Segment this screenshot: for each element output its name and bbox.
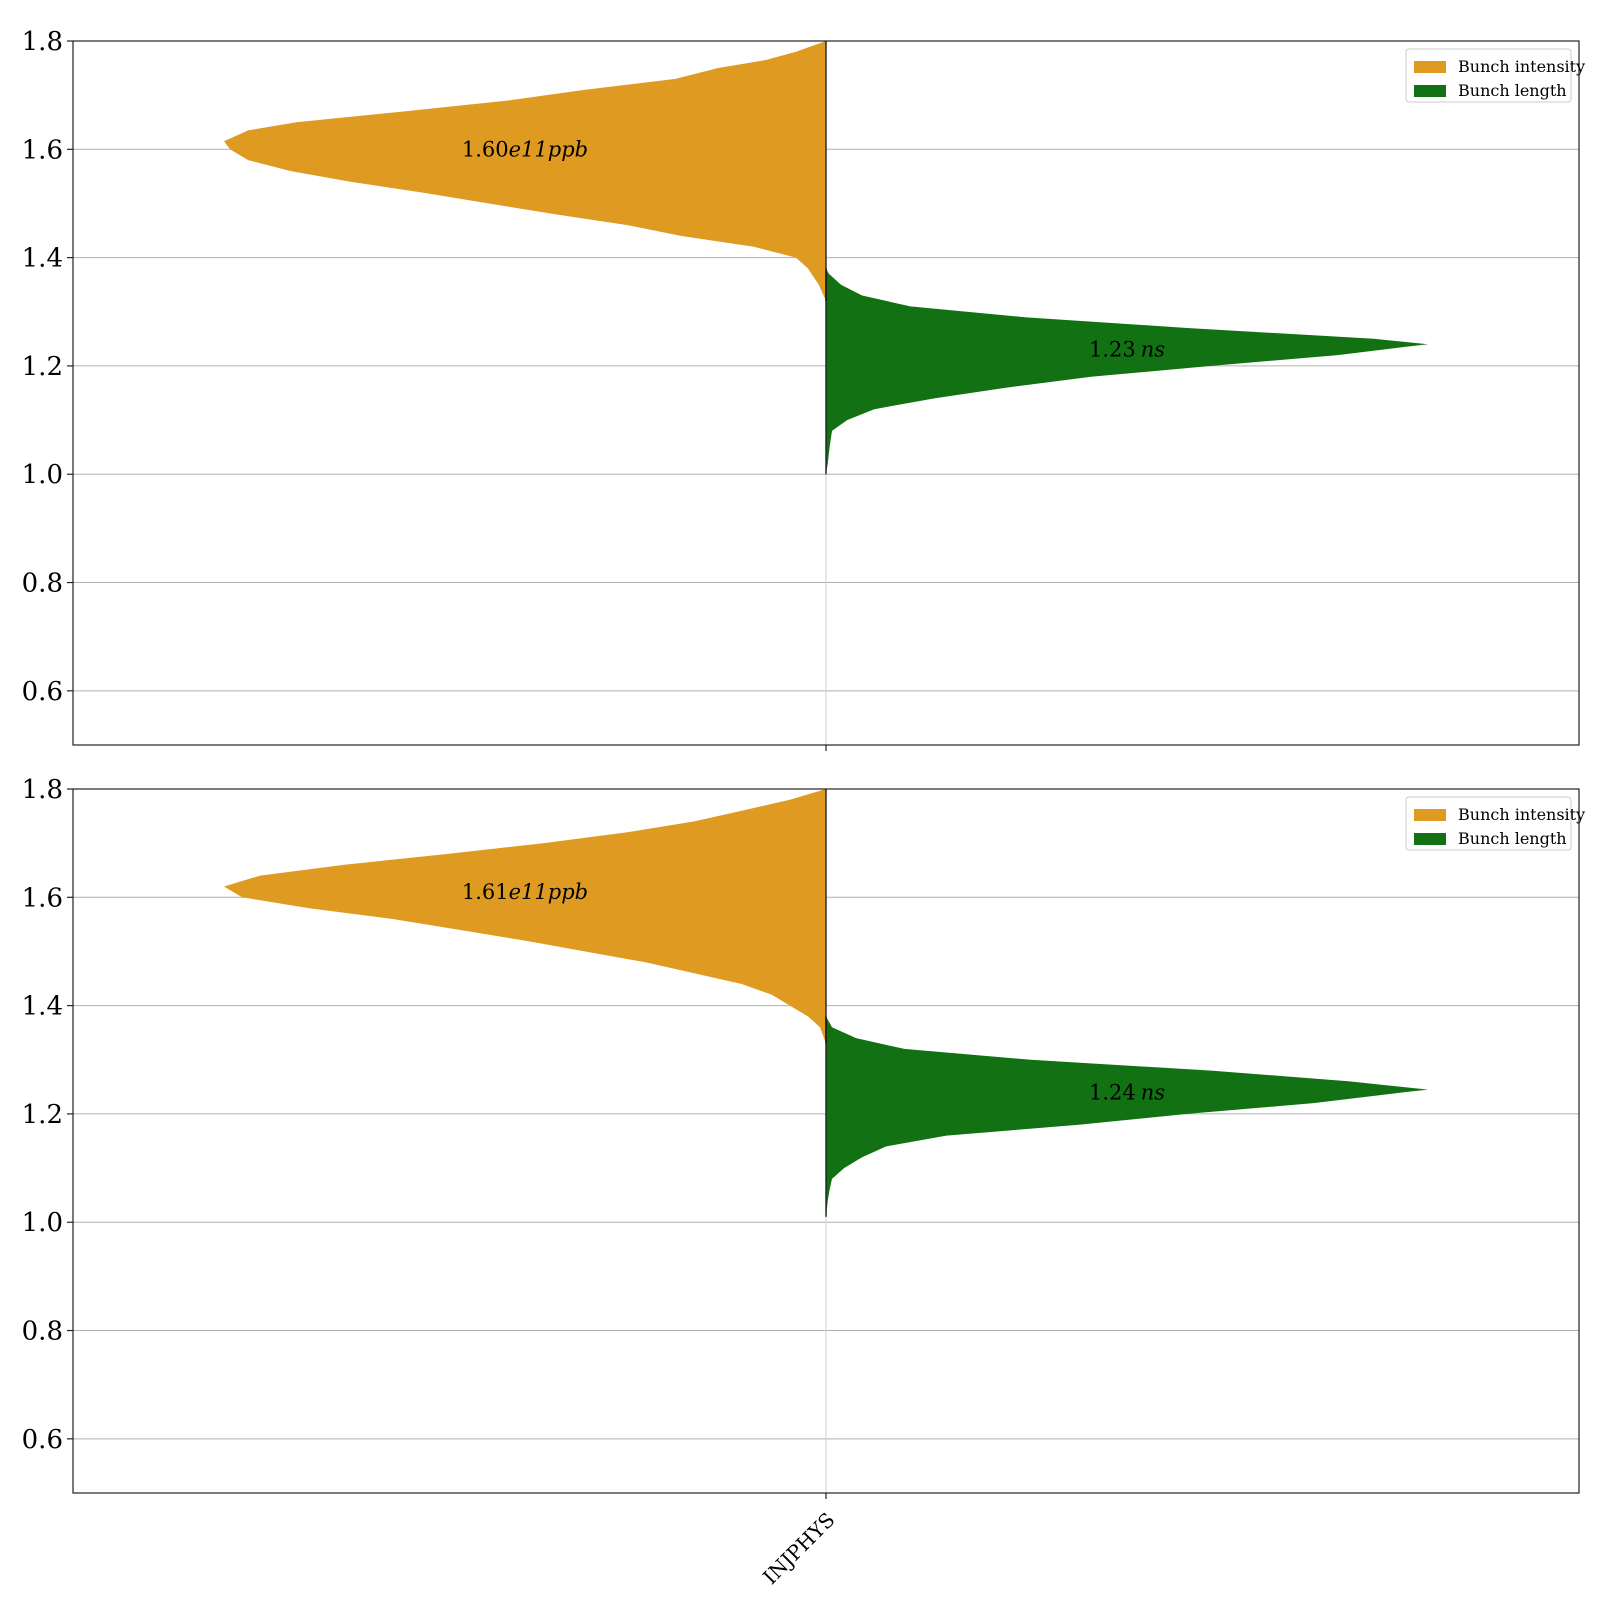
y-tick-label: 1.2: [22, 1100, 63, 1130]
legend-box: [1405, 48, 1572, 103]
legend-label: Bunch length: [1458, 81, 1567, 100]
y-tick-label: 1.6: [22, 135, 63, 165]
y-tick-label: 0.6: [22, 1425, 63, 1455]
annotation-value: 1.60: [462, 137, 509, 161]
y-tick-label: 0.6: [22, 677, 63, 707]
y-tick-label: 1.4: [22, 244, 63, 274]
x-tick-label: INJPHYS: [758, 1508, 839, 1589]
violin-bunch-intensity: [224, 41, 826, 301]
legend-box: [1405, 796, 1572, 851]
top-subplot: 0.6 0.8 1.0 1.2 1.4 1.6 1.8 1.60e11ppb 1.23 ns Bun…: [22, 27, 1585, 751]
legend-label: Bunch intensity: [1458, 57, 1585, 76]
intensity-median-label: 1.61e11ppb: [462, 880, 588, 904]
y-tick-label: 1.0: [22, 460, 63, 490]
violin-bunch-length: [826, 268, 1428, 475]
annotation-unit: ppb: [548, 137, 588, 161]
y-tick-label: 1.8: [22, 27, 63, 57]
y-tick-label: 1.2: [22, 352, 63, 382]
legend-swatch: [1414, 85, 1446, 97]
length-median-label: 1.23 ns: [1089, 338, 1165, 362]
y-tick-label: 1.4: [22, 992, 63, 1022]
intensity-median-label: 1.60e11ppb: [462, 137, 588, 161]
violin-bunch-length: [826, 1016, 1428, 1217]
y-tick-label: 1.0: [22, 1208, 63, 1238]
y-tick-label: 0.8: [22, 1317, 63, 1347]
legend-label: Bunch intensity: [1458, 805, 1585, 824]
y-tick-label: 1.8: [22, 775, 63, 805]
legend-swatch: [1414, 61, 1446, 73]
annotation-exponent: e11: [509, 137, 548, 161]
length-median-label: 1.24 ns: [1089, 1080, 1165, 1104]
annotation-unit: ns: [1141, 1080, 1166, 1104]
y-tick-label: 1.6: [22, 883, 63, 913]
annotation-value: 1.61: [462, 880, 509, 904]
violin-bunch-intensity: [224, 789, 826, 1044]
bottom-subplot: 0.60.81.01.21.41.61.8INJPHYS1.61e11ppb1.…: [22, 775, 1586, 1589]
annotation-value: 1.24: [1089, 1080, 1136, 1104]
annotation-exponent: e11: [509, 880, 548, 904]
legend-label: Bunch length: [1458, 829, 1567, 848]
y-tick-label: 0.8: [22, 569, 63, 599]
annotation-unit: ns: [1141, 338, 1166, 362]
annotation-value: 1.23: [1089, 338, 1136, 362]
legend-swatch: [1414, 833, 1446, 845]
legend-swatch: [1414, 809, 1446, 821]
annotation-unit: ppb: [548, 880, 588, 904]
